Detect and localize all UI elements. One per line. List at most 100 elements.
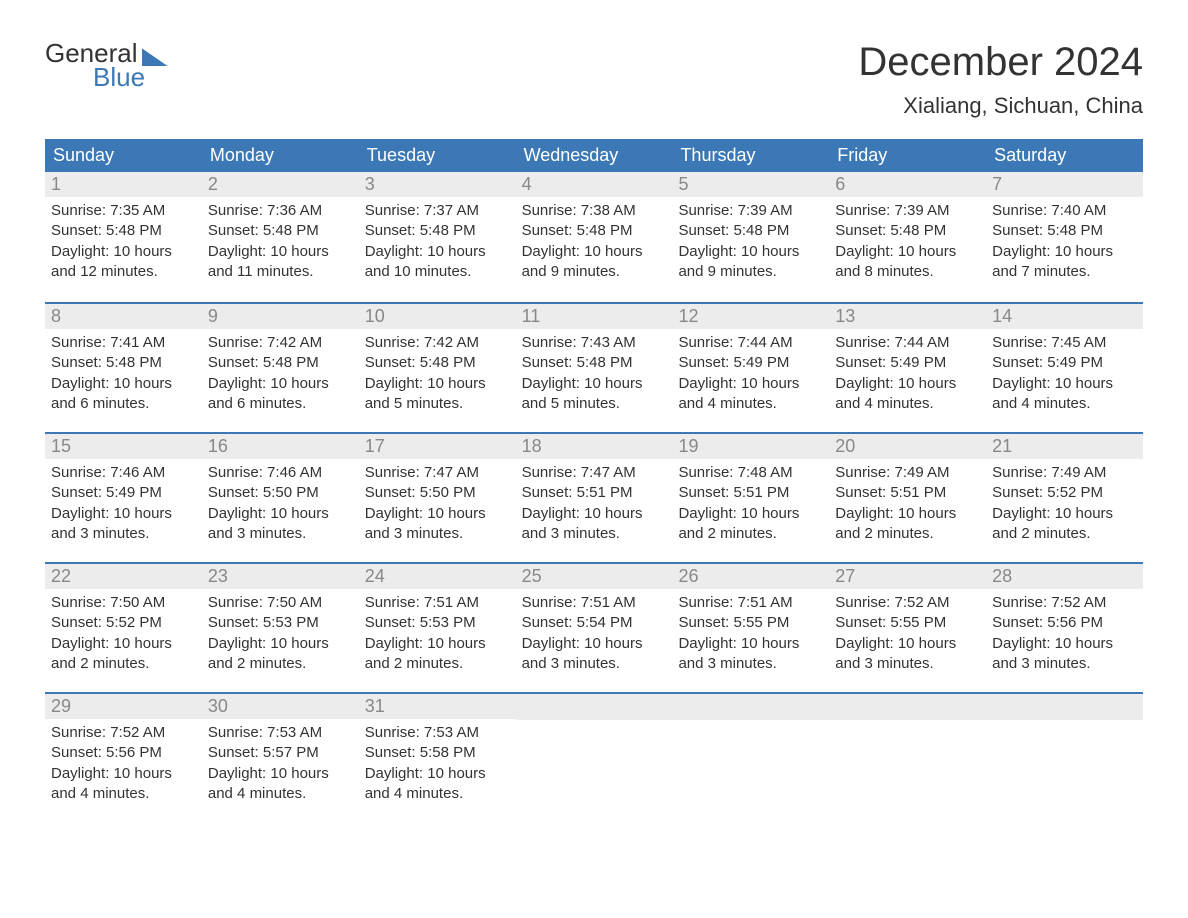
day-daylight1: Daylight: 10 hours: [208, 374, 353, 394]
day-number: 4: [516, 172, 673, 197]
calendar-day: 28Sunrise: 7:52 AMSunset: 5:56 PMDayligh…: [986, 564, 1143, 690]
day-sunset: Sunset: 5:48 PM: [678, 221, 823, 241]
calendar-day: 23Sunrise: 7:50 AMSunset: 5:53 PMDayligh…: [202, 564, 359, 690]
calendar-day: 27Sunrise: 7:52 AMSunset: 5:55 PMDayligh…: [829, 564, 986, 690]
calendar-day: 29Sunrise: 7:52 AMSunset: 5:56 PMDayligh…: [45, 694, 202, 820]
logo: General Blue: [45, 40, 168, 90]
day-body: Sunrise: 7:42 AMSunset: 5:48 PMDaylight:…: [202, 329, 359, 426]
day-daylight1: Daylight: 10 hours: [365, 504, 510, 524]
calendar-week: 8Sunrise: 7:41 AMSunset: 5:48 PMDaylight…: [45, 302, 1143, 430]
day-daylight2: and 4 minutes.: [835, 394, 980, 414]
day-body: Sunrise: 7:36 AMSunset: 5:48 PMDaylight:…: [202, 197, 359, 294]
day-daylight1: Daylight: 10 hours: [522, 634, 667, 654]
day-daylight1: Daylight: 10 hours: [51, 504, 196, 524]
day-body: Sunrise: 7:51 AMSunset: 5:53 PMDaylight:…: [359, 589, 516, 686]
day-daylight1: Daylight: 10 hours: [835, 374, 980, 394]
day-body: Sunrise: 7:35 AMSunset: 5:48 PMDaylight:…: [45, 197, 202, 294]
day-sunset: Sunset: 5:58 PM: [365, 743, 510, 763]
day-sunset: Sunset: 5:56 PM: [51, 743, 196, 763]
day-sunrise: Sunrise: 7:39 AM: [835, 201, 980, 221]
day-daylight1: Daylight: 10 hours: [992, 374, 1137, 394]
calendar-day: 6Sunrise: 7:39 AMSunset: 5:48 PMDaylight…: [829, 172, 986, 300]
day-body: Sunrise: 7:37 AMSunset: 5:48 PMDaylight:…: [359, 197, 516, 294]
calendar-day: [829, 694, 986, 820]
day-daylight2: and 6 minutes.: [208, 394, 353, 414]
day-body: Sunrise: 7:48 AMSunset: 5:51 PMDaylight:…: [672, 459, 829, 556]
day-sunset: Sunset: 5:53 PM: [365, 613, 510, 633]
day-sunset: Sunset: 5:51 PM: [835, 483, 980, 503]
day-body: Sunrise: 7:52 AMSunset: 5:56 PMDaylight:…: [986, 589, 1143, 686]
calendar-day: 24Sunrise: 7:51 AMSunset: 5:53 PMDayligh…: [359, 564, 516, 690]
day-number: 6: [829, 172, 986, 197]
calendar-day: 22Sunrise: 7:50 AMSunset: 5:52 PMDayligh…: [45, 564, 202, 690]
day-sunset: Sunset: 5:48 PM: [208, 353, 353, 373]
day-daylight1: Daylight: 10 hours: [51, 242, 196, 262]
day-daylight1: Daylight: 10 hours: [678, 634, 823, 654]
calendar-day: 7Sunrise: 7:40 AMSunset: 5:48 PMDaylight…: [986, 172, 1143, 300]
day-body: Sunrise: 7:50 AMSunset: 5:52 PMDaylight:…: [45, 589, 202, 686]
day-number: 13: [829, 304, 986, 329]
day-daylight2: and 4 minutes.: [365, 784, 510, 804]
day-daylight2: and 3 minutes.: [208, 524, 353, 544]
day-daylight1: Daylight: 10 hours: [51, 764, 196, 784]
calendar-day: 15Sunrise: 7:46 AMSunset: 5:49 PMDayligh…: [45, 434, 202, 560]
day-daylight2: and 10 minutes.: [365, 262, 510, 282]
day-daylight1: Daylight: 10 hours: [208, 634, 353, 654]
day-body: Sunrise: 7:47 AMSunset: 5:51 PMDaylight:…: [516, 459, 673, 556]
day-body: Sunrise: 7:41 AMSunset: 5:48 PMDaylight:…: [45, 329, 202, 426]
day-number: 9: [202, 304, 359, 329]
day-sunset: Sunset: 5:48 PM: [365, 221, 510, 241]
calendar-day: 17Sunrise: 7:47 AMSunset: 5:50 PMDayligh…: [359, 434, 516, 560]
calendar-day: 18Sunrise: 7:47 AMSunset: 5:51 PMDayligh…: [516, 434, 673, 560]
day-sunset: Sunset: 5:57 PM: [208, 743, 353, 763]
calendar-day: 10Sunrise: 7:42 AMSunset: 5:48 PMDayligh…: [359, 304, 516, 430]
day-number: [986, 694, 1143, 720]
day-daylight1: Daylight: 10 hours: [992, 242, 1137, 262]
day-number: 21: [986, 434, 1143, 459]
day-sunset: Sunset: 5:48 PM: [522, 353, 667, 373]
day-body: Sunrise: 7:38 AMSunset: 5:48 PMDaylight:…: [516, 197, 673, 294]
calendar-week: 29Sunrise: 7:52 AMSunset: 5:56 PMDayligh…: [45, 692, 1143, 820]
day-number: 29: [45, 694, 202, 719]
day-sunrise: Sunrise: 7:41 AM: [51, 333, 196, 353]
day-body: Sunrise: 7:44 AMSunset: 5:49 PMDaylight:…: [829, 329, 986, 426]
day-daylight1: Daylight: 10 hours: [835, 634, 980, 654]
day-daylight1: Daylight: 10 hours: [522, 504, 667, 524]
day-sunrise: Sunrise: 7:44 AM: [835, 333, 980, 353]
day-sunset: Sunset: 5:49 PM: [51, 483, 196, 503]
day-daylight1: Daylight: 10 hours: [522, 374, 667, 394]
day-sunrise: Sunrise: 7:42 AM: [365, 333, 510, 353]
day-sunset: Sunset: 5:50 PM: [208, 483, 353, 503]
day-sunset: Sunset: 5:49 PM: [678, 353, 823, 373]
calendar-day: 20Sunrise: 7:49 AMSunset: 5:51 PMDayligh…: [829, 434, 986, 560]
day-body: Sunrise: 7:39 AMSunset: 5:48 PMDaylight:…: [829, 197, 986, 294]
day-daylight1: Daylight: 10 hours: [365, 634, 510, 654]
day-body: Sunrise: 7:52 AMSunset: 5:56 PMDaylight:…: [45, 719, 202, 816]
calendar-day: 30Sunrise: 7:53 AMSunset: 5:57 PMDayligh…: [202, 694, 359, 820]
day-sunset: Sunset: 5:51 PM: [522, 483, 667, 503]
calendar-day: 21Sunrise: 7:49 AMSunset: 5:52 PMDayligh…: [986, 434, 1143, 560]
calendar-day: 13Sunrise: 7:44 AMSunset: 5:49 PMDayligh…: [829, 304, 986, 430]
calendar-day: 25Sunrise: 7:51 AMSunset: 5:54 PMDayligh…: [516, 564, 673, 690]
day-body: Sunrise: 7:49 AMSunset: 5:52 PMDaylight:…: [986, 459, 1143, 556]
calendar-day: 4Sunrise: 7:38 AMSunset: 5:48 PMDaylight…: [516, 172, 673, 300]
day-body: Sunrise: 7:53 AMSunset: 5:57 PMDaylight:…: [202, 719, 359, 816]
day-sunset: Sunset: 5:52 PM: [992, 483, 1137, 503]
calendar-day: [986, 694, 1143, 820]
day-body: Sunrise: 7:52 AMSunset: 5:55 PMDaylight:…: [829, 589, 986, 686]
day-sunrise: Sunrise: 7:52 AM: [992, 593, 1137, 613]
day-body: Sunrise: 7:50 AMSunset: 5:53 PMDaylight:…: [202, 589, 359, 686]
weekday-header: Tuesday: [359, 139, 516, 172]
day-sunset: Sunset: 5:48 PM: [992, 221, 1137, 241]
day-daylight2: and 2 minutes.: [835, 524, 980, 544]
day-number: [672, 694, 829, 720]
day-sunrise: Sunrise: 7:53 AM: [208, 723, 353, 743]
day-number: 8: [45, 304, 202, 329]
day-number: 1: [45, 172, 202, 197]
day-sunrise: Sunrise: 7:43 AM: [522, 333, 667, 353]
day-sunset: Sunset: 5:48 PM: [51, 353, 196, 373]
day-number: [829, 694, 986, 720]
day-sunrise: Sunrise: 7:53 AM: [365, 723, 510, 743]
day-sunrise: Sunrise: 7:51 AM: [522, 593, 667, 613]
day-sunset: Sunset: 5:55 PM: [678, 613, 823, 633]
